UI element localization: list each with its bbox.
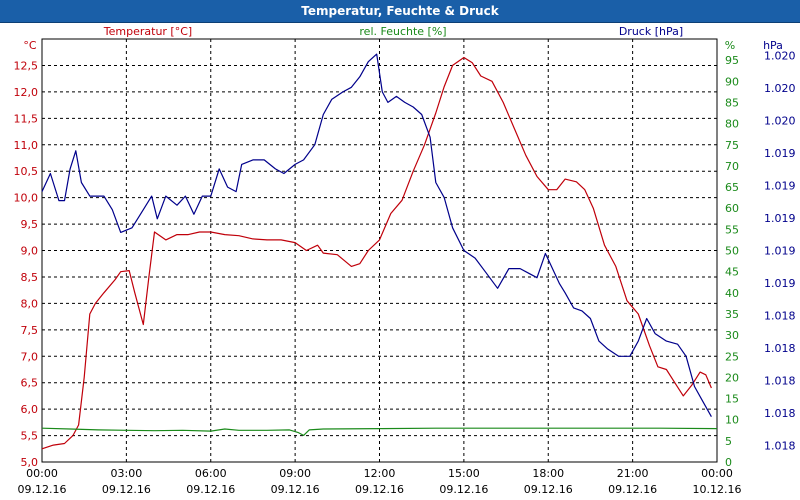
pressure-tick-label: 1.020 bbox=[764, 49, 796, 62]
pressure-axis-title: Druck [hPa] bbox=[619, 25, 683, 38]
humidity-unit-label: % bbox=[725, 39, 735, 52]
temperature-series-line bbox=[41, 56, 712, 450]
x-tick-time-label: 00:00 bbox=[26, 467, 58, 480]
humidity-tick-label: 35 bbox=[725, 308, 739, 321]
humidity-tick-label: 90 bbox=[725, 75, 739, 88]
pressure-series-line bbox=[41, 53, 712, 417]
pressure-tick-label: 1.019 bbox=[764, 147, 796, 160]
humidity-tick-label: 75 bbox=[725, 139, 739, 152]
temperature-tick-label: 10,0 bbox=[14, 192, 39, 205]
x-tick-date-label: 09.12.16 bbox=[271, 483, 320, 496]
temperature-tick-label: 10,5 bbox=[14, 165, 39, 178]
pressure-tick-label: 1.019 bbox=[764, 179, 796, 192]
x-tick-date-label: 09.12.16 bbox=[186, 483, 235, 496]
pressure-tick-label: 1.018 bbox=[764, 310, 796, 323]
temperature-tick-label: 9,5 bbox=[21, 218, 39, 231]
humidity-axis-title: rel. Feuchte [%] bbox=[359, 25, 446, 38]
temperature-tick-label: 6,0 bbox=[21, 403, 39, 416]
pressure-tick-label: 1.019 bbox=[764, 212, 796, 225]
x-tick-time-label: 18:00 bbox=[532, 467, 564, 480]
x-tick-time-label: 09:00 bbox=[279, 467, 311, 480]
x-tick-time-label: 00:00 bbox=[701, 467, 733, 480]
x-tick-time-label: 06:00 bbox=[195, 467, 227, 480]
temperature-tick-label: 8,5 bbox=[21, 271, 39, 284]
pressure-tick-label: 1.018 bbox=[764, 407, 796, 420]
pressure-tick-label: 1.019 bbox=[764, 277, 796, 290]
temperature-tick-label: 5,0 bbox=[21, 456, 39, 469]
window-title-bar: Temperatur, Feuchte & Druck bbox=[0, 0, 800, 23]
humidity-tick-label: 40 bbox=[725, 287, 739, 300]
pressure-tick-label: 1.018 bbox=[764, 440, 796, 453]
humidity-tick-label: 20 bbox=[725, 371, 739, 384]
temperature-tick-label: 11,0 bbox=[14, 139, 39, 152]
x-tick-date-label: 09.12.16 bbox=[524, 483, 573, 496]
humidity-tick-label: 25 bbox=[725, 350, 739, 363]
humidity-tick-label: 10 bbox=[725, 414, 739, 427]
temperature-tick-label: 6,5 bbox=[21, 377, 39, 390]
humidity-tick-label: 70 bbox=[725, 160, 739, 173]
x-tick-time-label: 03:00 bbox=[111, 467, 143, 480]
pressure-unit-label: hPa bbox=[763, 39, 783, 52]
humidity-tick-label: 85 bbox=[725, 96, 739, 109]
humidity-tick-label: 0 bbox=[725, 456, 732, 469]
weather-chart: 5,0 5,5 6,0 6,5 7,0 7,5 8,0 8,5 9,0 9,5 10,0 10,5 11… bbox=[14, 25, 796, 496]
x-tick-date-label: 09.12.16 bbox=[355, 483, 404, 496]
temperature-tick-label: 9,0 bbox=[21, 245, 39, 258]
x-tick-date-label: 09.12.16 bbox=[102, 483, 151, 496]
pressure-tick-label: 1.019 bbox=[764, 245, 796, 258]
temperature-unit-label: °C bbox=[23, 39, 37, 52]
humidity-tick-label: 50 bbox=[725, 245, 739, 258]
window-title: Temperatur, Feuchte & Druck bbox=[301, 4, 499, 18]
temperature-tick-label: 11,5 bbox=[14, 112, 39, 125]
pressure-tick-label: 1.020 bbox=[764, 82, 796, 95]
humidity-tick-label: 30 bbox=[725, 329, 739, 342]
humidity-tick-label: 65 bbox=[725, 181, 739, 194]
pressure-tick-label: 1.018 bbox=[764, 342, 796, 355]
humidity-tick-label: 95 bbox=[725, 54, 739, 67]
plot-border bbox=[41, 38, 718, 463]
x-tick-date-label: 09.12.16 bbox=[18, 483, 67, 496]
humidity-tick-label: 55 bbox=[725, 223, 739, 236]
temperature-tick-label: 7,5 bbox=[21, 324, 39, 337]
humidity-tick-label: 45 bbox=[725, 266, 739, 279]
temperature-tick-label: 7,0 bbox=[21, 350, 39, 363]
temperature-tick-label: 8,0 bbox=[21, 297, 39, 310]
temperature-tick-label: 5,5 bbox=[21, 430, 39, 443]
x-tick-date-label: 09.12.16 bbox=[439, 483, 488, 496]
x-tick-date-label: 10.12.16 bbox=[693, 483, 742, 496]
pressure-tick-label: 1.020 bbox=[764, 114, 796, 127]
temperature-tick-label: 12,5 bbox=[14, 59, 39, 72]
humidity-tick-label: 80 bbox=[725, 118, 739, 131]
x-tick-time-label: 15:00 bbox=[448, 467, 480, 480]
x-tick-time-label: 21:00 bbox=[617, 467, 649, 480]
x-tick-time-label: 12:00 bbox=[364, 467, 396, 480]
humidity-series-line bbox=[41, 427, 718, 436]
temperature-tick-label: 12,0 bbox=[14, 86, 39, 99]
x-tick-date-label: 09.12.16 bbox=[608, 483, 657, 496]
humidity-tick-label: 15 bbox=[725, 393, 739, 406]
humidity-tick-label: 60 bbox=[725, 202, 739, 215]
pressure-tick-label: 1.018 bbox=[764, 375, 796, 388]
temperature-axis-title: Temperatur [°C] bbox=[103, 25, 192, 38]
humidity-tick-label: 5 bbox=[725, 435, 732, 448]
